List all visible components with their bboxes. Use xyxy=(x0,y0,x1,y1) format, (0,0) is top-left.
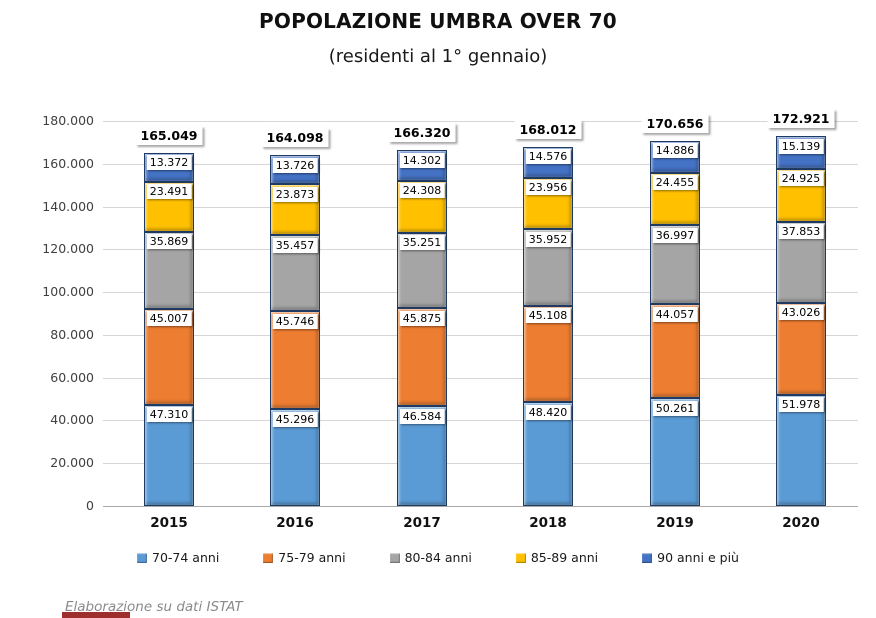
segment-value-label: 46.584 xyxy=(399,408,445,424)
legend-swatch-icon xyxy=(515,552,526,563)
gridline xyxy=(103,292,858,294)
segment-value-label: 48.420 xyxy=(525,404,571,420)
segment-value-label: 35.251 xyxy=(399,235,445,251)
segment-value-label: 45.007 xyxy=(146,311,192,327)
segment-value-label: 47.310 xyxy=(146,407,192,423)
y-axis-tick-label: 100.000 xyxy=(42,284,94,300)
bar-segment-70-74-anni xyxy=(776,394,826,506)
gridline xyxy=(103,377,858,379)
legend-item: 75-79 anni xyxy=(263,550,346,565)
segment-value-label: 14.886 xyxy=(652,143,698,159)
segment-value-label: 15.139 xyxy=(778,138,824,154)
segment-value-label: 23.491 xyxy=(146,184,192,200)
segment-value-label: 23.873 xyxy=(272,186,318,202)
gridline xyxy=(103,334,858,336)
y-axis-tick-label: 120.000 xyxy=(42,241,94,257)
cropped-red-bar xyxy=(62,612,130,618)
legend-label: 70-74 anni xyxy=(152,550,220,565)
legend-swatch-icon xyxy=(263,552,274,563)
bar-total-label: 165.049 xyxy=(135,125,203,145)
legend-label: 90 anni e più xyxy=(657,550,739,565)
gridline xyxy=(103,463,858,465)
segment-value-label: 35.869 xyxy=(146,234,192,250)
x-axis-category-label: 2018 xyxy=(529,515,567,531)
segment-value-label: 24.455 xyxy=(652,175,698,191)
y-axis-tick-label: 180.000 xyxy=(42,113,94,128)
segment-value-label: 45.296 xyxy=(272,411,318,427)
legend-item: 80-84 anni xyxy=(389,550,472,565)
legend-label: 85-89 anni xyxy=(530,550,599,565)
segment-value-label: 45.746 xyxy=(272,313,318,329)
segment-value-label: 24.925 xyxy=(778,171,824,187)
bar-total-label: 170.656 xyxy=(641,113,709,133)
source-note: Elaborazione su dati ISTAT xyxy=(65,599,243,615)
segment-value-label: 45.875 xyxy=(399,310,445,326)
x-axis-category-label: 2016 xyxy=(276,515,314,531)
gridline xyxy=(103,163,858,165)
x-axis-category-label: 2019 xyxy=(656,515,694,531)
segment-value-label: 13.372 xyxy=(146,155,192,171)
segment-value-label: 37.853 xyxy=(778,224,824,240)
legend-label: 75-79 anni xyxy=(278,550,346,565)
legend-item: 90 anni e più xyxy=(642,550,739,565)
gridline xyxy=(103,420,858,422)
legend-swatch-icon xyxy=(642,552,653,563)
segment-value-label: 23.956 xyxy=(525,180,571,196)
y-axis-tick-label: 60.000 xyxy=(50,369,94,385)
segment-value-label: 43.026 xyxy=(778,305,824,321)
segment-value-label: 24.308 xyxy=(399,183,445,199)
segment-value-label: 14.576 xyxy=(525,149,571,165)
segment-value-label: 51.978 xyxy=(778,397,824,413)
x-axis-category-label: 2020 xyxy=(782,515,820,531)
gridline xyxy=(103,206,858,208)
bar-segment-70-74-anni xyxy=(650,398,700,506)
segment-value-label: 45.108 xyxy=(525,308,571,324)
bar-total-label: 172.921 xyxy=(767,109,835,129)
gridline xyxy=(103,121,858,122)
segment-value-label: 14.302 xyxy=(399,152,445,168)
x-axis-category-label: 2015 xyxy=(150,515,188,531)
chart-title: POPOLAZIONE UMBRA OVER 70 xyxy=(259,9,617,33)
y-axis-tick-label: 0 xyxy=(86,498,94,513)
segment-value-label: 13.726 xyxy=(272,157,318,173)
bar-total-label: 166.320 xyxy=(388,123,456,143)
y-axis-tick-label: 160.000 xyxy=(42,155,94,171)
segment-value-label: 35.952 xyxy=(525,231,571,247)
legend-swatch-icon xyxy=(137,552,148,563)
chart-legend: 70-74 anni 75-79 anni 80-84 anni 85-89 anni… xyxy=(0,550,876,565)
legend-item: 85-89 anni xyxy=(515,550,599,565)
y-axis-tick-label: 140.000 xyxy=(42,198,94,214)
chart-subtitle: (residenti al 1° gennaio) xyxy=(328,46,548,67)
segment-value-label: 44.057 xyxy=(652,306,698,322)
legend-item: 70-74 anni xyxy=(137,550,219,565)
bar-total-label: 168.012 xyxy=(514,119,582,139)
legend-label: 80-84 anni xyxy=(404,550,472,565)
segment-value-label: 50.261 xyxy=(652,400,698,416)
x-axis-category-label: 2017 xyxy=(403,515,441,531)
legend-swatch-icon xyxy=(389,552,400,563)
segment-value-label: 36.997 xyxy=(652,227,698,243)
x-axis-line xyxy=(103,506,858,507)
gridline xyxy=(103,249,858,251)
segment-value-label: 35.457 xyxy=(272,237,318,253)
y-axis-tick-label: 40.000 xyxy=(50,412,94,428)
y-axis-tick-label: 80.000 xyxy=(50,326,94,342)
y-axis-tick-label: 20.000 xyxy=(50,455,94,471)
bar-total-label: 164.098 xyxy=(261,128,329,147)
